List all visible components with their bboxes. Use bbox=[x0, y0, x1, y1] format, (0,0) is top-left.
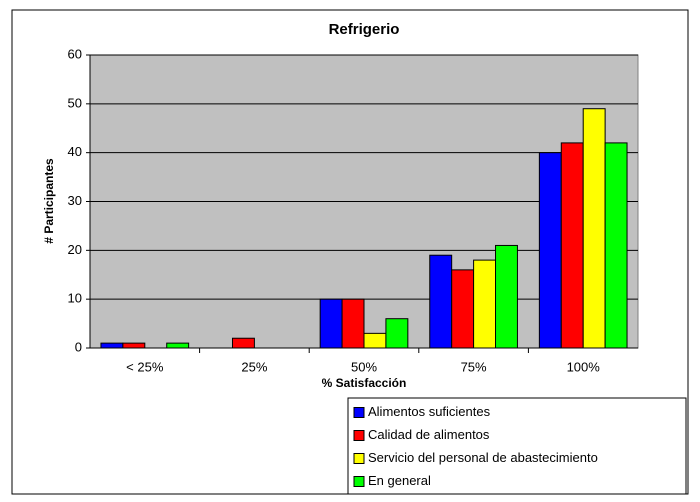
x-tick-label: 50% bbox=[351, 359, 377, 374]
bar bbox=[100, 342, 124, 349]
x-tick-label: 25% bbox=[241, 359, 267, 374]
y-tick-label: 60 bbox=[68, 46, 82, 61]
bar bbox=[363, 332, 387, 349]
bar bbox=[582, 108, 606, 349]
legend-swatch bbox=[353, 476, 365, 487]
bar bbox=[429, 254, 453, 349]
y-tick-label: 40 bbox=[68, 144, 82, 159]
y-tick-label: 0 bbox=[75, 339, 82, 354]
bar bbox=[538, 152, 562, 349]
bar bbox=[495, 244, 518, 349]
bar bbox=[604, 142, 628, 349]
bar bbox=[560, 142, 584, 349]
bar bbox=[451, 269, 475, 349]
bar bbox=[319, 298, 343, 349]
y-tick-label: 30 bbox=[68, 193, 82, 208]
y-axis-label: # Participantes bbox=[42, 158, 56, 244]
legend-swatch bbox=[353, 407, 365, 418]
y-tick-label: 50 bbox=[68, 95, 82, 110]
legend-box bbox=[347, 397, 687, 495]
legend-label: Servicio del personal de abastecimiento bbox=[368, 450, 598, 465]
chart-title: Refrigerio bbox=[329, 21, 400, 38]
bar bbox=[122, 342, 146, 349]
bar bbox=[385, 318, 409, 349]
legend-swatch bbox=[353, 430, 365, 441]
x-axis-label: % Satisfacción bbox=[322, 376, 407, 390]
x-tick-label: 100% bbox=[567, 359, 601, 374]
y-tick-label: 20 bbox=[68, 242, 82, 257]
bar bbox=[341, 298, 365, 349]
bar bbox=[473, 259, 497, 349]
legend-label: Alimentos suficientes bbox=[368, 404, 491, 419]
legend-label: En general bbox=[368, 473, 431, 488]
bar bbox=[231, 337, 255, 349]
x-tick-label: < 25% bbox=[126, 359, 164, 374]
bar bbox=[166, 342, 190, 349]
legend-swatch bbox=[353, 453, 365, 464]
y-tick-label: 10 bbox=[68, 291, 82, 306]
legend-label: Calidad de alimentos bbox=[368, 427, 490, 442]
x-tick-label: 75% bbox=[461, 359, 487, 374]
